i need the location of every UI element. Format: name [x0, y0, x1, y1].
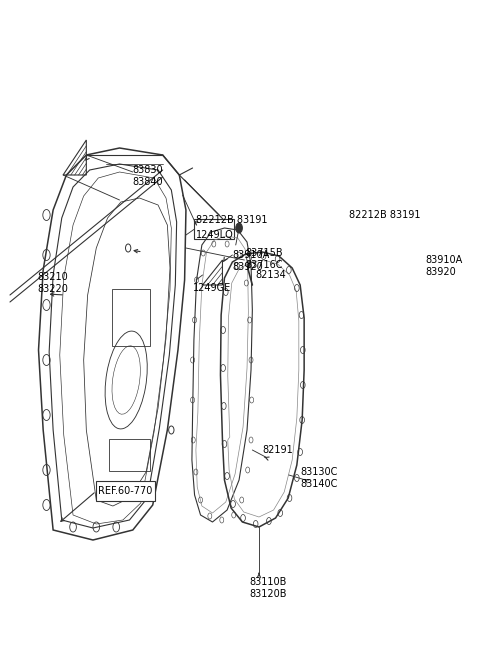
Text: 1249GE: 1249GE: [192, 283, 231, 293]
Text: 83830
83840: 83830 83840: [133, 165, 163, 186]
FancyBboxPatch shape: [96, 481, 156, 501]
Text: 83110B
83120B: 83110B 83120B: [249, 577, 287, 598]
Text: 1249LQ: 1249LQ: [196, 230, 234, 240]
Text: 83715B
83716C: 83715B 83716C: [246, 248, 283, 270]
FancyBboxPatch shape: [194, 219, 234, 239]
Text: REF.60-770: REF.60-770: [98, 486, 153, 496]
Text: 83130C
83140C: 83130C 83140C: [301, 467, 338, 489]
Text: 83910A
83920: 83910A 83920: [232, 250, 270, 272]
Text: 83210
83220: 83210 83220: [38, 272, 69, 294]
Circle shape: [236, 223, 242, 233]
Text: 82212B 83191: 82212B 83191: [348, 210, 420, 220]
Text: 83910A
83920: 83910A 83920: [425, 255, 462, 277]
Text: 82191: 82191: [262, 445, 293, 455]
Text: 82134: 82134: [256, 270, 287, 280]
Text: 82212B 83191: 82212B 83191: [196, 215, 267, 225]
